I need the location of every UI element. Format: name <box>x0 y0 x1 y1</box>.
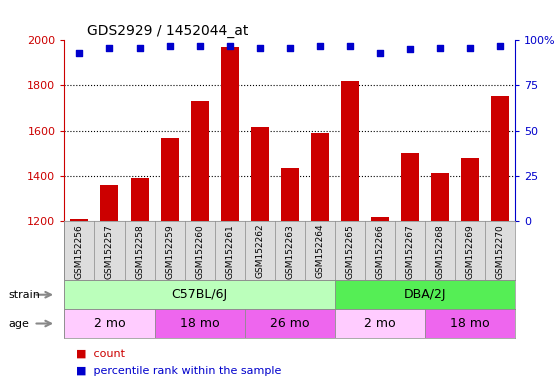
Bar <box>341 81 359 221</box>
Bar <box>401 153 419 221</box>
Bar <box>221 47 239 221</box>
Text: GSM152256: GSM152256 <box>75 224 84 278</box>
Bar <box>371 217 389 221</box>
Point <box>375 50 384 56</box>
Point <box>255 45 264 51</box>
Bar <box>64 280 335 309</box>
Text: GSM152269: GSM152269 <box>465 224 475 278</box>
Text: GSM152268: GSM152268 <box>436 224 445 278</box>
Text: GSM152264: GSM152264 <box>315 224 324 278</box>
Point <box>105 45 114 51</box>
Point <box>405 46 414 52</box>
Text: age: age <box>8 318 29 329</box>
Bar <box>190 101 209 221</box>
Bar <box>425 309 515 338</box>
Bar <box>311 133 329 221</box>
Point <box>346 43 354 49</box>
Point <box>225 43 234 49</box>
Text: C57BL/6J: C57BL/6J <box>171 288 228 301</box>
Bar <box>491 96 509 221</box>
Text: GSM152267: GSM152267 <box>405 224 414 278</box>
Bar <box>100 185 119 221</box>
Text: GSM152258: GSM152258 <box>135 224 144 278</box>
Bar <box>71 219 88 221</box>
Text: GSM152261: GSM152261 <box>225 224 234 278</box>
Bar <box>245 309 335 338</box>
Bar <box>461 157 479 221</box>
Point <box>315 43 324 49</box>
Bar <box>155 309 245 338</box>
Bar <box>335 309 425 338</box>
Bar <box>335 280 515 309</box>
Bar <box>431 174 449 221</box>
Point <box>436 45 445 51</box>
Bar <box>64 309 155 338</box>
Point <box>165 43 174 49</box>
Text: GSM152266: GSM152266 <box>375 224 385 278</box>
Text: GDS2929 / 1452044_at: GDS2929 / 1452044_at <box>87 24 248 38</box>
Text: GSM152262: GSM152262 <box>255 224 264 278</box>
Text: DBA/2J: DBA/2J <box>404 288 446 301</box>
Text: 18 mo: 18 mo <box>450 317 490 330</box>
Text: 2 mo: 2 mo <box>364 317 396 330</box>
Text: strain: strain <box>8 290 40 300</box>
Text: GSM152265: GSM152265 <box>346 224 354 278</box>
Bar <box>161 139 179 221</box>
Text: GSM152259: GSM152259 <box>165 224 174 278</box>
Text: GSM152257: GSM152257 <box>105 224 114 278</box>
Text: ■  percentile rank within the sample: ■ percentile rank within the sample <box>76 366 281 376</box>
Text: 18 mo: 18 mo <box>180 317 220 330</box>
Bar <box>130 178 148 221</box>
Point <box>195 43 204 49</box>
Point <box>496 43 505 49</box>
Text: ■  count: ■ count <box>76 348 124 358</box>
Bar <box>281 168 299 221</box>
Point <box>466 45 475 51</box>
Text: GSM152270: GSM152270 <box>496 224 505 278</box>
Text: GSM152263: GSM152263 <box>285 224 295 278</box>
Text: 26 mo: 26 mo <box>270 317 310 330</box>
Text: 2 mo: 2 mo <box>94 317 125 330</box>
Text: GSM152260: GSM152260 <box>195 224 204 278</box>
Point <box>286 45 295 51</box>
Bar <box>251 127 269 221</box>
Point <box>135 45 144 51</box>
Point <box>75 50 84 56</box>
